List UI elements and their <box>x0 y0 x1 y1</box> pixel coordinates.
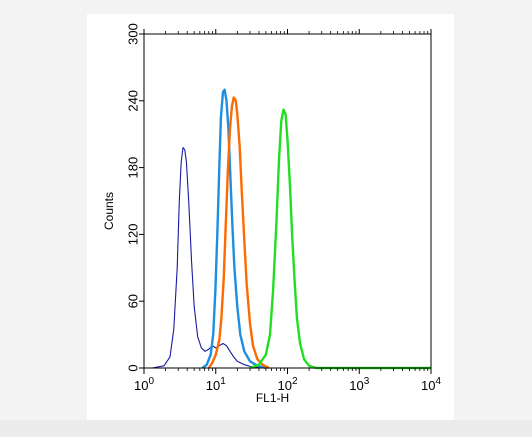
bottom-strip <box>0 420 532 437</box>
series-line-2 <box>201 88 267 370</box>
y-tick-label: 60 <box>125 294 140 308</box>
figure-panel <box>87 14 454 420</box>
y-tick-label: 0 <box>125 364 140 371</box>
y-tick-label: 300 <box>125 23 140 45</box>
series-line-3 <box>207 96 270 370</box>
y-tick-label: 240 <box>125 90 140 112</box>
y-tick-label: 120 <box>125 224 140 246</box>
series-line-1 <box>152 147 263 369</box>
x-tick-label: 100 <box>134 376 154 393</box>
x-tick-label: 102 <box>277 376 297 393</box>
plot-frame <box>143 33 432 369</box>
series-layer <box>152 88 431 370</box>
x-tick-label: 104 <box>421 376 441 393</box>
y-tick-label: 180 <box>125 157 140 179</box>
y-axis-label: Counts <box>102 192 116 230</box>
labels-layer: 0 60 120 180 240 300 100 101 102 103 104 <box>125 23 441 393</box>
series-line-4 <box>249 108 431 370</box>
x-tick-label: 103 <box>349 376 369 393</box>
x-axis-label: FL1-H <box>256 391 289 405</box>
x-tick-label: 101 <box>206 376 226 393</box>
ticks-layer <box>139 29 432 374</box>
